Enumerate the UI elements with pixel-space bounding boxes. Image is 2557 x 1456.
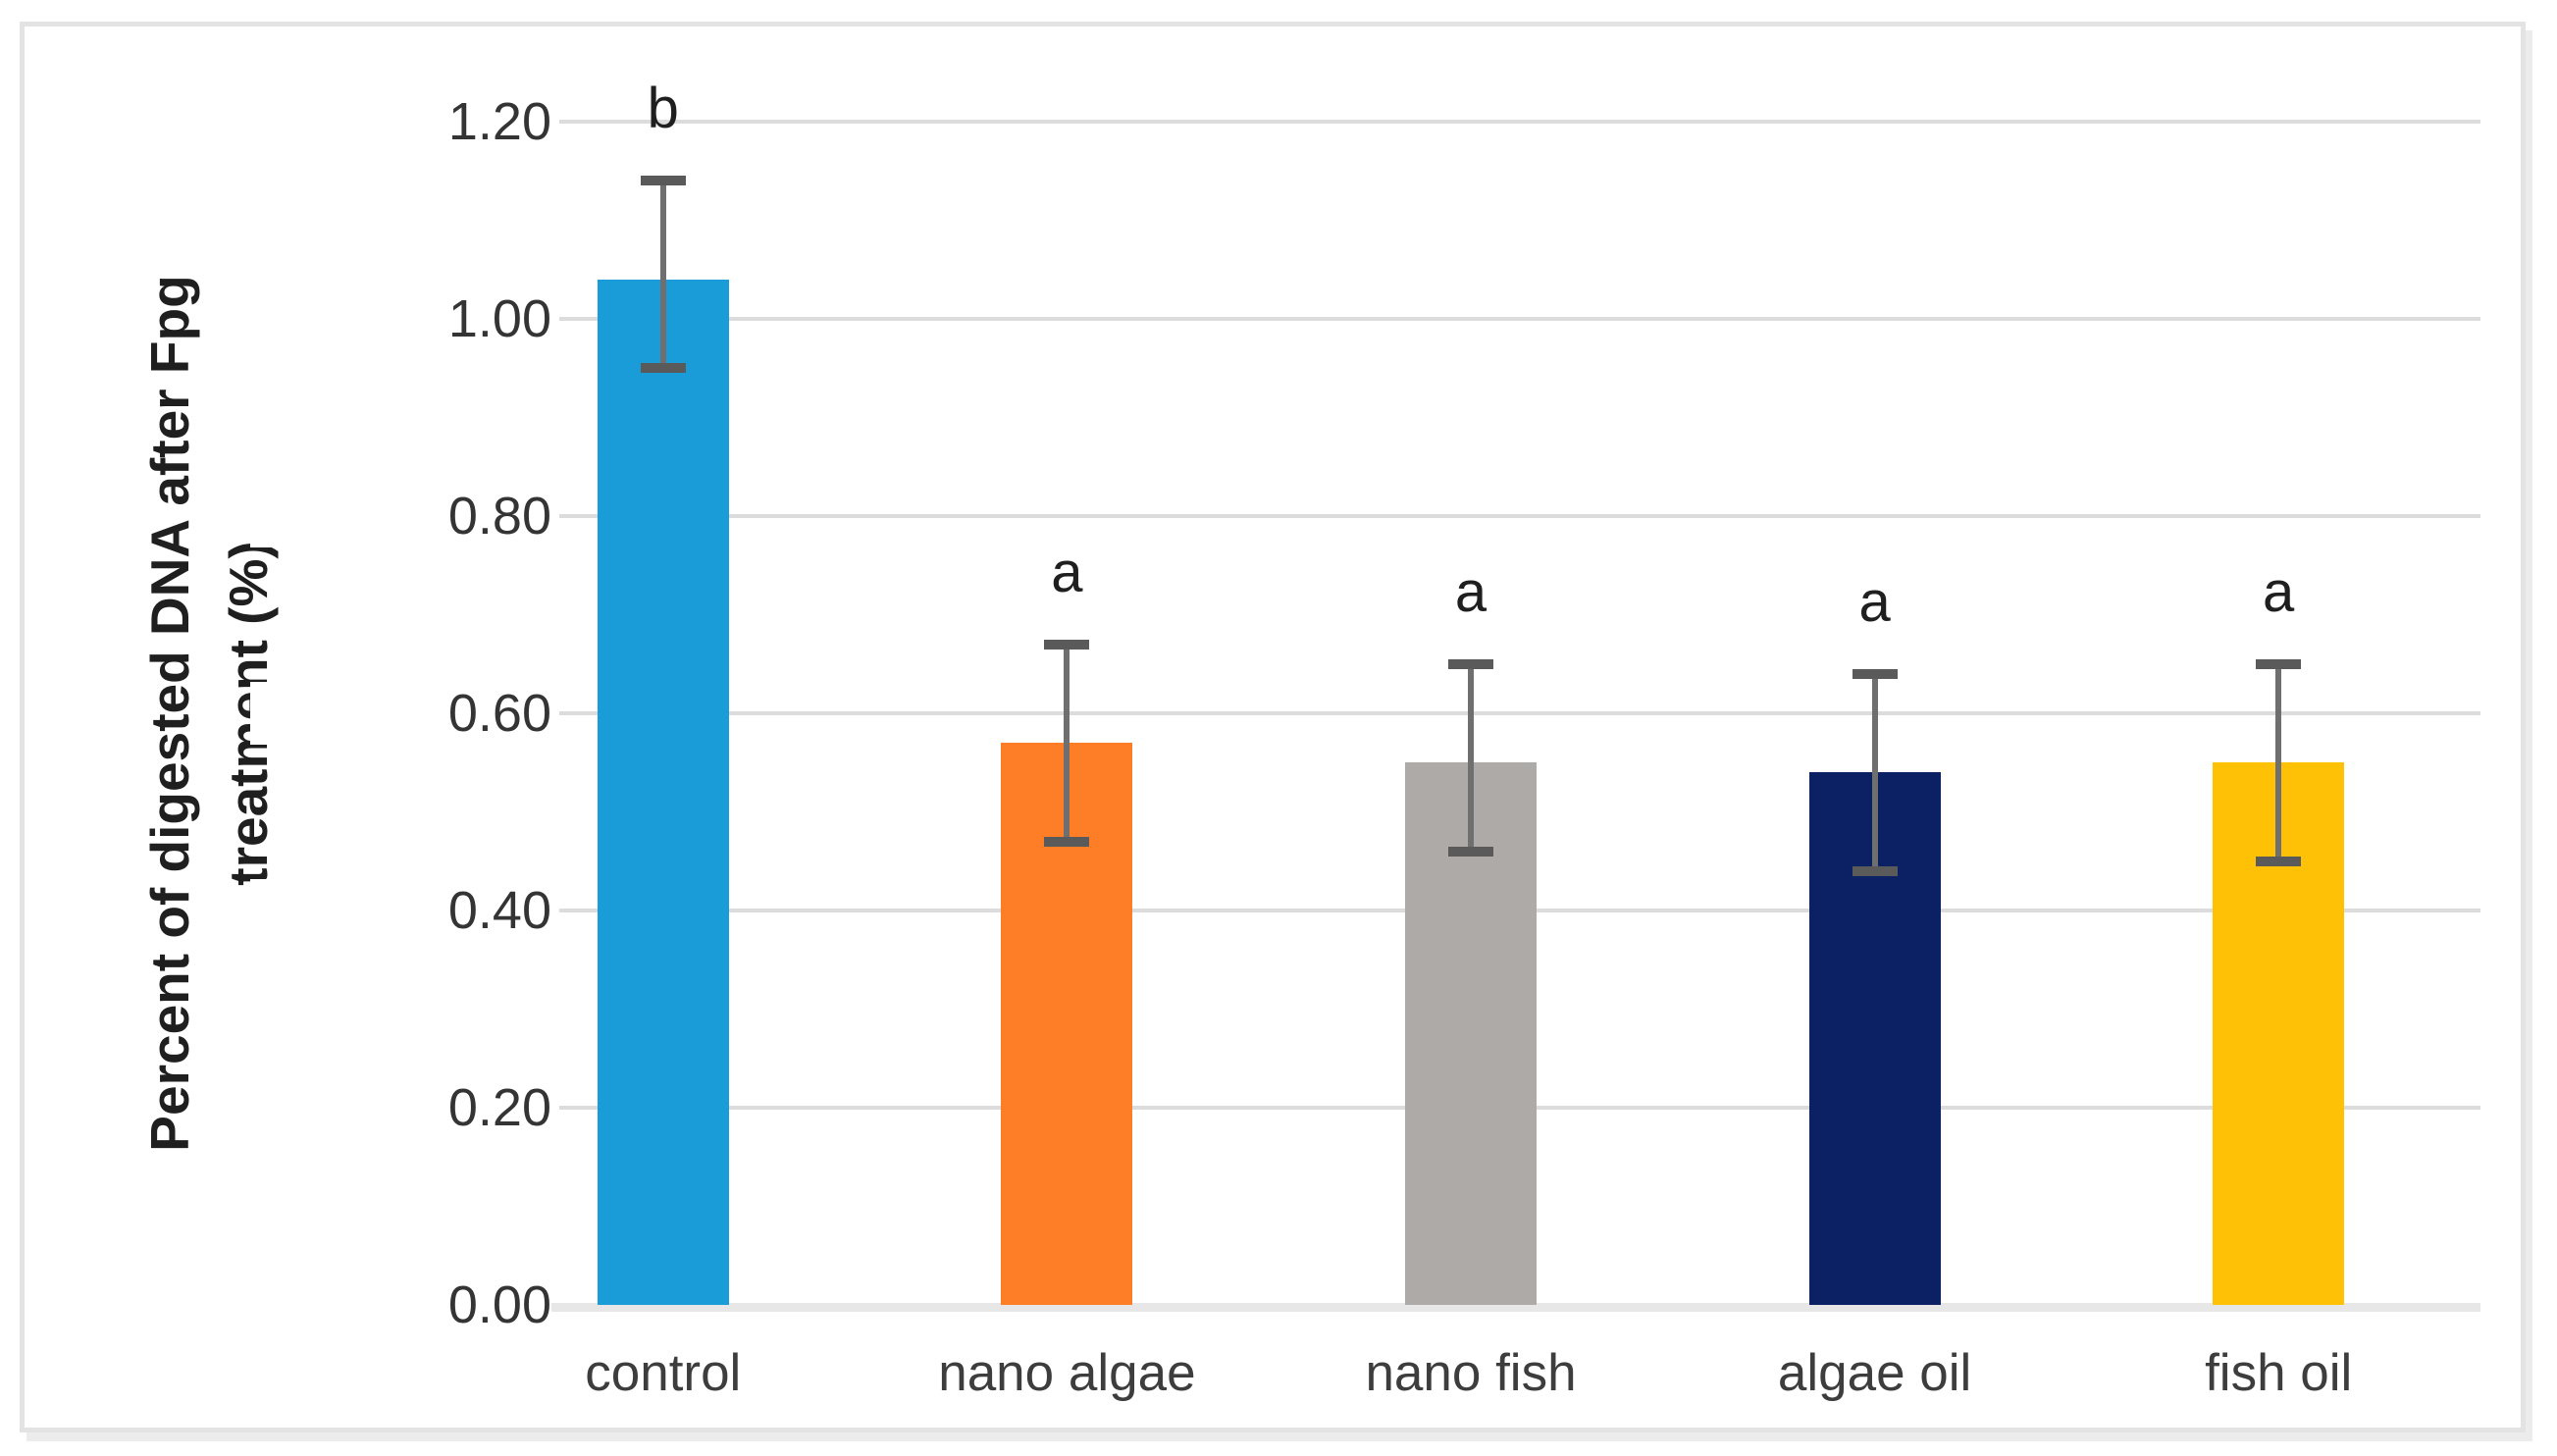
bar-control (597, 279, 729, 1305)
category-label-control: control (585, 1344, 742, 1402)
error-bar-line (1871, 673, 1878, 871)
error-bar-cap-bottom (2256, 856, 2302, 866)
y-tick-label: 0.20 (250, 1076, 551, 1139)
y-tick-label: 1.00 (250, 287, 551, 350)
error-bar-cap-top (640, 176, 686, 186)
error-bar-cap-top (1852, 668, 1898, 679)
gridline-1.20 (559, 120, 2480, 124)
gridline-0.80 (559, 514, 2480, 518)
error-bar-line (659, 181, 666, 369)
error-bar-cap-bottom (1044, 836, 1090, 847)
y-tick-label: 0.60 (250, 682, 551, 745)
error-bar-cap-top (2256, 658, 2302, 669)
significance-letter: a (1051, 540, 1083, 604)
x-axis-line (461, 1303, 2480, 1312)
category-label-algae-oil: algae oil (1777, 1344, 1972, 1402)
chart-frame: Percent of digested DNA after Fpg treatme… (20, 22, 2526, 1432)
category-label-nano-algae: nano algae (938, 1344, 1196, 1402)
plot-area: b a a a a (461, 77, 2480, 1312)
category-label-nano-fish: nano fish (1365, 1344, 1577, 1402)
error-bar-cap-bottom (640, 363, 686, 374)
y-tick-label: 0.40 (250, 879, 551, 942)
error-bar-line (2275, 663, 2282, 861)
category-label-fish-oil: fish oil (2205, 1344, 2353, 1402)
gridline-0.60 (559, 711, 2480, 715)
significance-letter: b (647, 77, 679, 141)
y-tick-label: 1.20 (250, 90, 551, 153)
error-bar-cap-top (1448, 658, 1493, 669)
gridline-1.00 (559, 317, 2480, 321)
significance-letter: a (1858, 569, 1891, 634)
significance-letter: a (2263, 559, 2295, 624)
error-bar-line (1468, 663, 1474, 852)
y-axis-title-line: Percent of digested DNA after Fpg (139, 275, 200, 1152)
y-tick-label: 0.80 (250, 485, 551, 547)
error-bar-line (1064, 644, 1070, 842)
significance-letter: a (1454, 559, 1487, 624)
error-bar-cap-bottom (1448, 846, 1493, 857)
error-bar-cap-top (1044, 639, 1090, 650)
error-bar-cap-bottom (1852, 865, 1898, 876)
y-tick-label: 0.00 (250, 1274, 551, 1336)
